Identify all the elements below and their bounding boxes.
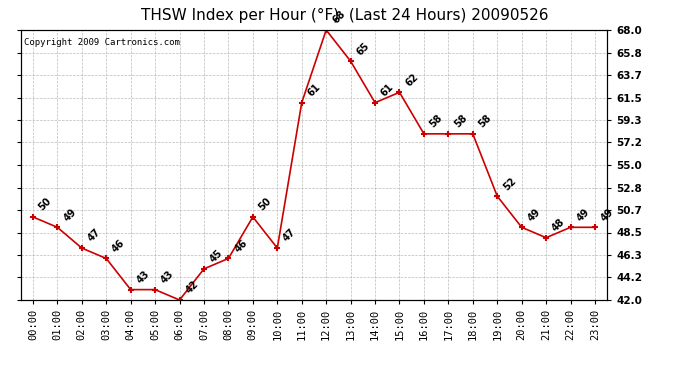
Text: 49: 49: [575, 207, 591, 223]
Text: 58: 58: [428, 113, 445, 130]
Text: 58: 58: [453, 113, 469, 130]
Text: 47: 47: [86, 227, 103, 244]
Text: 65: 65: [355, 40, 371, 57]
Text: 45: 45: [208, 248, 225, 265]
Text: THSW Index per Hour (°F)  (Last 24 Hours) 20090526: THSW Index per Hour (°F) (Last 24 Hours)…: [141, 8, 549, 22]
Text: 49: 49: [526, 207, 542, 223]
Text: 52: 52: [502, 176, 518, 192]
Text: 50: 50: [37, 196, 54, 213]
Text: 61: 61: [306, 82, 322, 99]
Text: 48: 48: [550, 217, 567, 234]
Text: 58: 58: [477, 113, 493, 130]
Text: 50: 50: [257, 196, 274, 213]
Text: 46: 46: [233, 238, 249, 254]
Text: 61: 61: [380, 82, 396, 99]
Text: 43: 43: [159, 269, 176, 285]
Text: 43: 43: [135, 269, 151, 285]
Text: Copyright 2009 Cartronics.com: Copyright 2009 Cartronics.com: [23, 38, 179, 47]
Text: 62: 62: [404, 72, 420, 88]
Text: 47: 47: [282, 227, 298, 244]
Text: 42: 42: [184, 279, 200, 296]
Text: 49: 49: [61, 207, 78, 223]
Text: 46: 46: [110, 238, 127, 254]
Text: 49: 49: [599, 207, 615, 223]
Text: 68: 68: [331, 9, 347, 26]
